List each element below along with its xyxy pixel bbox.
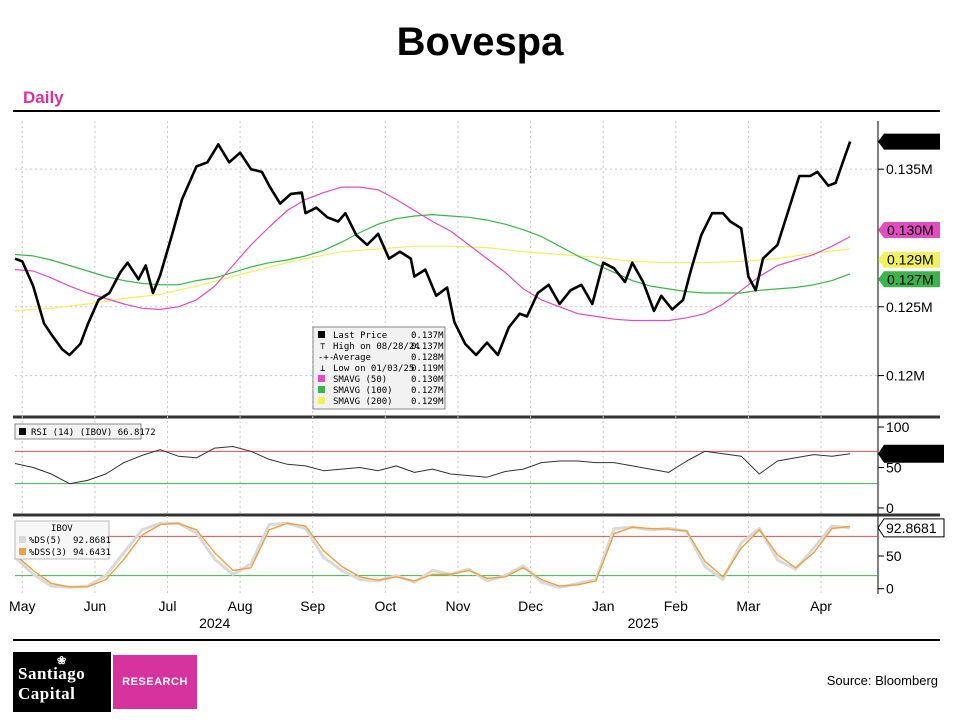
legend-value-6: 0.129M (411, 397, 444, 407)
x-tick-label: Jan (592, 598, 615, 614)
legend-swatch-smavg200 (318, 397, 325, 404)
series-smavg50 (14, 186, 851, 322)
rsi-label: RSI (14) (IBOV) 66.8172 (31, 428, 156, 438)
value-badge (878, 133, 940, 150)
x-tick-label: May (9, 598, 35, 614)
indicator-bands (15, 450, 878, 577)
price-y-tick-label: 0.12M (886, 368, 925, 384)
stoch-legend-value-0: 92.8681 (73, 536, 111, 546)
value-badge (878, 271, 940, 288)
x-tick-label: Apr (810, 598, 832, 614)
legend-avg-marker: -+- (318, 353, 334, 363)
legend-label-4: SMAVG (50) (333, 375, 387, 385)
logo-line2: Capital (18, 684, 76, 703)
x-tick-label: Dec (518, 598, 543, 614)
year-label: 2025 (628, 615, 659, 631)
legend-value-1: 0.137M (411, 342, 444, 352)
source-note: Source: Bloomberg (826, 673, 938, 688)
price-legend: Last Price 0.137M ⊤ High on 08/28/24 0.1… (312, 326, 446, 410)
page-title: Bovespa (396, 20, 564, 64)
legend-label-0: Last Price (333, 331, 387, 341)
legend-value-5: 0.127M (411, 386, 444, 396)
stoch-legend-label-1: %DSS(3) (29, 548, 67, 558)
stoch-swatch-ds (19, 536, 26, 543)
x-tick-label: Feb (664, 598, 688, 614)
legend-label-3: Low on 01/03/25 (333, 364, 414, 374)
x-tick-label: Jun (84, 598, 107, 614)
legend-label-2: Average (333, 353, 371, 363)
legend-value-2: 0.128M (411, 353, 444, 363)
series-lines (13, 141, 852, 589)
legend-label-5: SMAVG (100) (333, 386, 393, 396)
logo-badge: RESEARCH (113, 655, 197, 709)
rsi-value-badge (878, 444, 944, 463)
legend-label-6: SMAVG (200) (333, 397, 393, 407)
value-badge (878, 251, 940, 268)
value-badge-label: 0.130M (887, 222, 934, 238)
x-tick-label: Oct (374, 598, 396, 614)
logo-emblem-icon: ❀ (57, 655, 67, 667)
price-y-tick-label: 0.125M (886, 299, 933, 315)
stoch-legend-label-0: %DS(5) (29, 536, 62, 546)
axis-ticks: May Jun Jul Aug Sep Oct Nov Dec Jan Feb Mar Apr 2024… (9, 161, 933, 631)
rsi-y-tick-label: 50 (886, 460, 902, 476)
series-rsi (14, 446, 851, 485)
stoch-y-tick-label: 50 (886, 548, 902, 564)
stoch-value-badge-label: 92.8681 (886, 520, 937, 536)
value-badge-label: 0.127M (887, 271, 934, 287)
legend-value-3: 0.119M (411, 364, 444, 374)
stoch-y-tick-label: 0 (886, 581, 894, 597)
stoch-legend-value-1: 94.6431 (73, 548, 111, 558)
logo-line1: Santiago (18, 664, 86, 683)
series-dss3 (14, 522, 851, 588)
series-smavg200 (14, 245, 851, 312)
legend-swatch-smavg50 (318, 375, 325, 382)
legend-swatch-smavg100 (318, 386, 325, 393)
x-tick-label: Jul (159, 598, 177, 614)
rsi-swatch (19, 428, 26, 435)
brand-logo: ❀ Santiago Capital RESEARCH (13, 652, 197, 712)
legend-label-1: High on 08/28/24 (333, 342, 420, 352)
stoch-value-badge (877, 518, 945, 538)
rsi-value-badge-label: 66.8172 (886, 446, 937, 462)
x-tick-label: Sep (300, 598, 325, 614)
series-ds5 (13, 521, 851, 589)
price-y-tick-label: 0.135M (886, 161, 933, 177)
stoch-swatch-dss (19, 548, 26, 555)
x-tick-label: Mar (736, 598, 760, 614)
period-label: Daily (23, 88, 64, 107)
value-badges: 0.137M 0.130M 0.129M 0.127M 66.8172 92.8681 (877, 133, 945, 538)
legend-value-4: 0.130M (411, 375, 444, 385)
series-smavg100 (14, 214, 851, 294)
legend-swatch-last-price (318, 331, 325, 338)
stoch-label: IBOV (51, 524, 73, 534)
value-badge-label: 0.129M (887, 252, 934, 268)
rsi-legend: RSI (14) (IBOV) 66.8172 (14, 423, 156, 440)
value-badge-label: 0.137M (887, 134, 934, 150)
logo-wordmark: ❀ Santiago Capital (13, 652, 111, 712)
x-tick-label: Nov (446, 598, 471, 614)
stoch-legend: IBOV %DS(5) 92.8681 %DSS(3) 94.6431 (14, 520, 111, 560)
legend-high-marker: ⊤ (320, 342, 326, 352)
x-tick-label: Aug (228, 598, 253, 614)
gridlines (15, 121, 878, 594)
rsi-y-tick-label: 100 (886, 419, 910, 435)
series-last-price (14, 141, 852, 357)
legend-low-marker: ⊥ (320, 364, 326, 374)
legend-value-0: 0.137M (411, 331, 444, 341)
value-badge (878, 221, 940, 238)
year-label: 2024 (199, 615, 230, 631)
rsi-y-tick-label: 0 (886, 500, 894, 516)
